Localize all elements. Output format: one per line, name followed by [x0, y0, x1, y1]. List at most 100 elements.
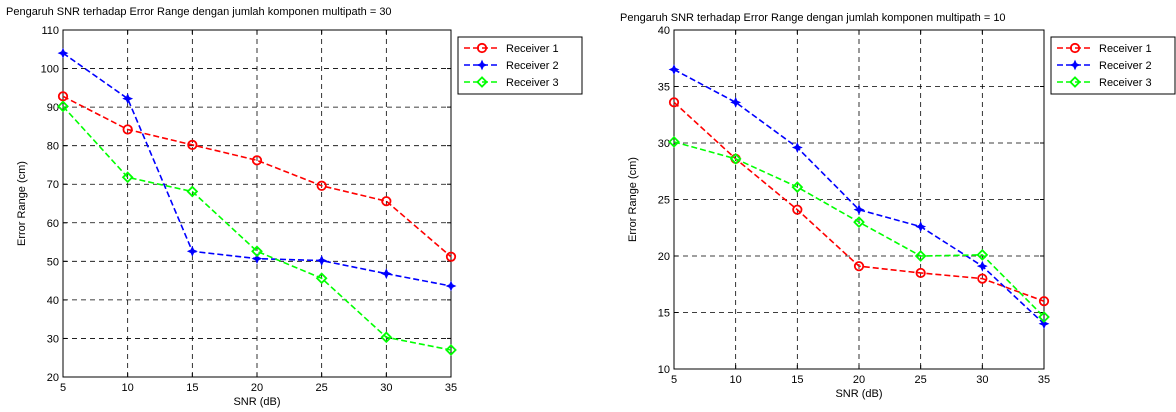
- data-point: [853, 216, 865, 228]
- legend: Receiver 1 Receiver 2 Receiver 3: [457, 36, 583, 95]
- data-point: [316, 255, 328, 266]
- legend-marker: [476, 76, 488, 88]
- legend-entry: Receiver 2: [464, 59, 559, 72]
- data-point: [381, 196, 392, 207]
- data-point: [729, 152, 742, 165]
- legend-marker: [476, 59, 488, 71]
- x-tick-label: 35: [1038, 374, 1050, 386]
- y-tick-label: 30: [47, 333, 59, 345]
- x-tick-label: 20: [853, 374, 865, 386]
- data-point: [914, 250, 927, 262]
- legend-entry: Receiver 2: [1057, 59, 1152, 72]
- data-point: [57, 47, 69, 59]
- y-axis-label: Error Range (cm): [627, 157, 639, 242]
- y-tick-label: 20: [658, 251, 670, 263]
- y-tick-label: 35: [658, 82, 670, 94]
- data-point: [380, 268, 392, 280]
- data-point: [251, 253, 263, 265]
- legend-entry: Receiver 3: [464, 76, 559, 89]
- legend-entry: Receiver 3: [1057, 76, 1152, 89]
- legend: Receiver 1 Receiver 2 Receiver 3: [1050, 36, 1176, 95]
- x-tick-label: 15: [791, 374, 803, 386]
- data-point: [730, 96, 742, 108]
- data-point: [853, 261, 865, 272]
- data-point: [791, 181, 804, 193]
- data-point: [1038, 311, 1050, 323]
- data-point: [251, 155, 263, 166]
- series-2: [668, 64, 1050, 330]
- legend-marker: [1069, 76, 1081, 88]
- data-point: [122, 93, 134, 105]
- data-point: [122, 124, 133, 135]
- y-tick-label: 70: [47, 179, 59, 191]
- series-2: [57, 47, 457, 292]
- data-point: [445, 280, 457, 292]
- x-tick-label: 20: [251, 382, 263, 394]
- data-point: [791, 142, 803, 153]
- data-point: [186, 245, 198, 257]
- x-tick-label: 25: [316, 382, 328, 394]
- y-tick-label: 10: [658, 364, 670, 376]
- x-tick-label: 15: [186, 382, 198, 394]
- x-tick-label: 5: [671, 374, 677, 386]
- data-point: [251, 245, 263, 258]
- y-tick-label: 30: [658, 138, 670, 150]
- legend-marker: [1069, 42, 1081, 54]
- chart-title: Pengaruh SNR terhadap Error Range dengan…: [620, 12, 1006, 24]
- y-tick-label: 110: [41, 25, 59, 37]
- data-point: [315, 272, 328, 285]
- chart-2: Pengaruh SNR terhadap Error Range dengan…: [620, 12, 1176, 400]
- data-point: [668, 64, 680, 75]
- x-tick-label: 10: [730, 374, 742, 386]
- x-tick-label: 5: [60, 382, 66, 394]
- chart-1: Pengaruh SNR terhadap Error Range dengan…: [6, 6, 583, 408]
- data-point: [976, 248, 989, 261]
- legend-label: Receiver 2: [1099, 60, 1152, 72]
- data-point: [316, 180, 327, 191]
- legend-entry: Receiver 1: [464, 42, 559, 55]
- legend-entry: Receiver 1: [1057, 42, 1152, 55]
- y-tick-label: 100: [41, 64, 59, 76]
- data-point: [668, 135, 680, 148]
- y-tick-label: 90: [47, 102, 59, 114]
- y-tick-label: 50: [47, 256, 59, 268]
- data-point: [792, 204, 803, 215]
- y-tick-label: 40: [658, 25, 670, 37]
- data-point: [668, 97, 680, 108]
- legend-label: Receiver 3: [1099, 77, 1152, 89]
- data-point: [186, 185, 199, 198]
- data-point: [915, 221, 927, 233]
- data-point: [976, 260, 988, 272]
- series-3: [57, 100, 457, 356]
- legend-marker: [476, 42, 488, 54]
- y-axis-label: Error Range (cm): [16, 161, 28, 246]
- x-axis-label: SNR (dB): [233, 396, 280, 408]
- series-line: [62, 105, 452, 351]
- legend-label: Receiver 1: [506, 43, 559, 55]
- data-point: [853, 204, 865, 216]
- data-point: [1038, 318, 1050, 330]
- y-tick-label: 15: [658, 308, 670, 320]
- data-point: [187, 139, 198, 150]
- data-point: [1038, 296, 1050, 307]
- data-point: [915, 267, 926, 279]
- x-tick-label: 25: [915, 374, 927, 386]
- x-tick-label: 30: [380, 382, 392, 394]
- y-tick-label: 25: [658, 195, 670, 207]
- chart-title: Pengaruh SNR terhadap Error Range dengan…: [6, 6, 392, 18]
- y-tick-label: 40: [47, 295, 59, 307]
- data-point: [445, 344, 457, 356]
- series-line: [673, 141, 1045, 318]
- legend-label: Receiver 1: [1099, 43, 1152, 55]
- legend-label: Receiver 2: [506, 60, 559, 72]
- x-tick-label: 10: [122, 382, 134, 394]
- data-point: [380, 331, 393, 344]
- data-point: [445, 251, 457, 262]
- x-axis-label: SNR (dB): [835, 388, 882, 400]
- y-tick-label: 20: [47, 372, 59, 384]
- series-1: [57, 91, 457, 262]
- y-tick-label: 60: [47, 218, 59, 230]
- data-point: [977, 273, 988, 284]
- legend-marker: [1069, 59, 1081, 71]
